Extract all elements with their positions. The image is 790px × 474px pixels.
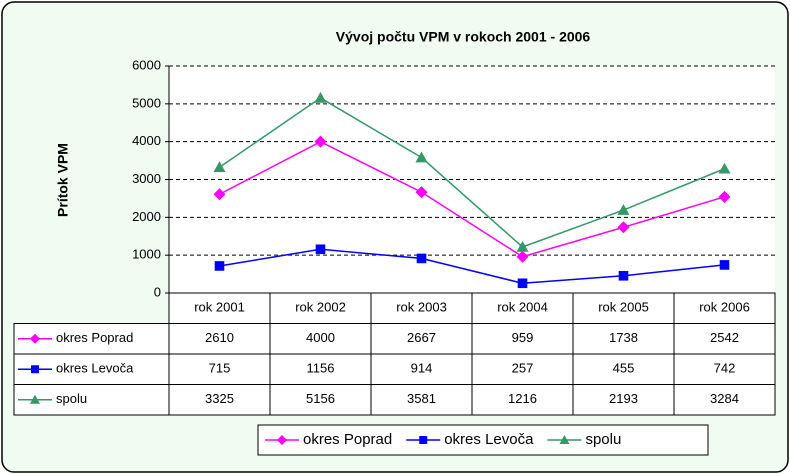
table-value: 1738 xyxy=(609,330,638,345)
table-value: 4000 xyxy=(306,330,335,345)
marker xyxy=(516,250,529,263)
table-value: 3581 xyxy=(407,391,436,406)
marker xyxy=(718,162,731,174)
table-series-name: spolu xyxy=(56,391,87,406)
table-value: 2542 xyxy=(710,330,739,345)
legend-label: okres Poprad xyxy=(303,431,392,448)
marker xyxy=(618,270,629,281)
line xyxy=(219,248,725,285)
marker xyxy=(559,435,570,444)
marker xyxy=(214,261,225,271)
y-tick-label: 4000 xyxy=(132,133,161,148)
table-value: 715 xyxy=(209,361,231,376)
y-tick-label: 0 xyxy=(154,284,161,299)
marker xyxy=(213,188,226,201)
marker xyxy=(315,244,326,255)
x-tick-label: rok 2006 xyxy=(699,300,750,315)
x-tick-label: rok 2002 xyxy=(295,300,346,315)
table-value: 959 xyxy=(512,330,534,345)
y-tick-label: 3000 xyxy=(132,171,161,186)
marker xyxy=(416,253,427,264)
marker xyxy=(314,91,327,103)
y-axis-title: Prítok VPM xyxy=(55,143,71,217)
legend xyxy=(257,424,709,456)
table-value: 914 xyxy=(411,361,433,376)
y-tick-label: 2000 xyxy=(132,209,161,224)
table-value: 5156 xyxy=(306,391,335,406)
line xyxy=(219,140,725,258)
table xyxy=(13,323,776,416)
legend-label: okres Levoča xyxy=(444,431,534,448)
x-tick-label: rok 2001 xyxy=(194,300,245,315)
x-tick-label: rok 2004 xyxy=(497,300,548,315)
marker xyxy=(415,186,428,199)
chart-title: Vývoj počtu VPM v rokoch 2001 - 2006 xyxy=(336,29,591,45)
marker xyxy=(617,221,630,234)
y-tick-label: 6000 xyxy=(132,57,161,72)
marker xyxy=(517,278,528,289)
table-value: 3325 xyxy=(205,391,234,406)
legend-label: spolu xyxy=(585,431,621,448)
y-tick-label: 1000 xyxy=(132,247,161,262)
table-value: 3284 xyxy=(710,391,739,406)
x-tick-label: rok 2005 xyxy=(598,300,649,315)
marker xyxy=(31,365,39,374)
marker xyxy=(719,260,730,270)
table-value: 2667 xyxy=(407,330,436,345)
table-series-name: okres Poprad xyxy=(56,330,133,345)
marker xyxy=(314,135,327,148)
line xyxy=(219,97,725,248)
marker xyxy=(213,161,226,173)
marker xyxy=(30,394,40,404)
table-value: 742 xyxy=(714,361,736,376)
table-series-name: okres Levoča xyxy=(56,361,134,376)
marker xyxy=(516,240,529,252)
table-value: 1216 xyxy=(508,391,537,406)
table-value: 257 xyxy=(512,361,534,376)
marker xyxy=(30,333,40,344)
table-value: 2193 xyxy=(609,391,638,406)
y-tick-label: 5000 xyxy=(132,95,161,110)
x-tick-label: rok 2003 xyxy=(396,300,447,315)
table-value: 2610 xyxy=(205,330,234,345)
marker xyxy=(718,190,731,203)
marker xyxy=(415,151,428,163)
marker xyxy=(419,436,428,444)
marker xyxy=(617,204,630,215)
marker xyxy=(277,435,287,445)
table-value: 1156 xyxy=(307,361,335,376)
table-value: 455 xyxy=(613,361,635,376)
